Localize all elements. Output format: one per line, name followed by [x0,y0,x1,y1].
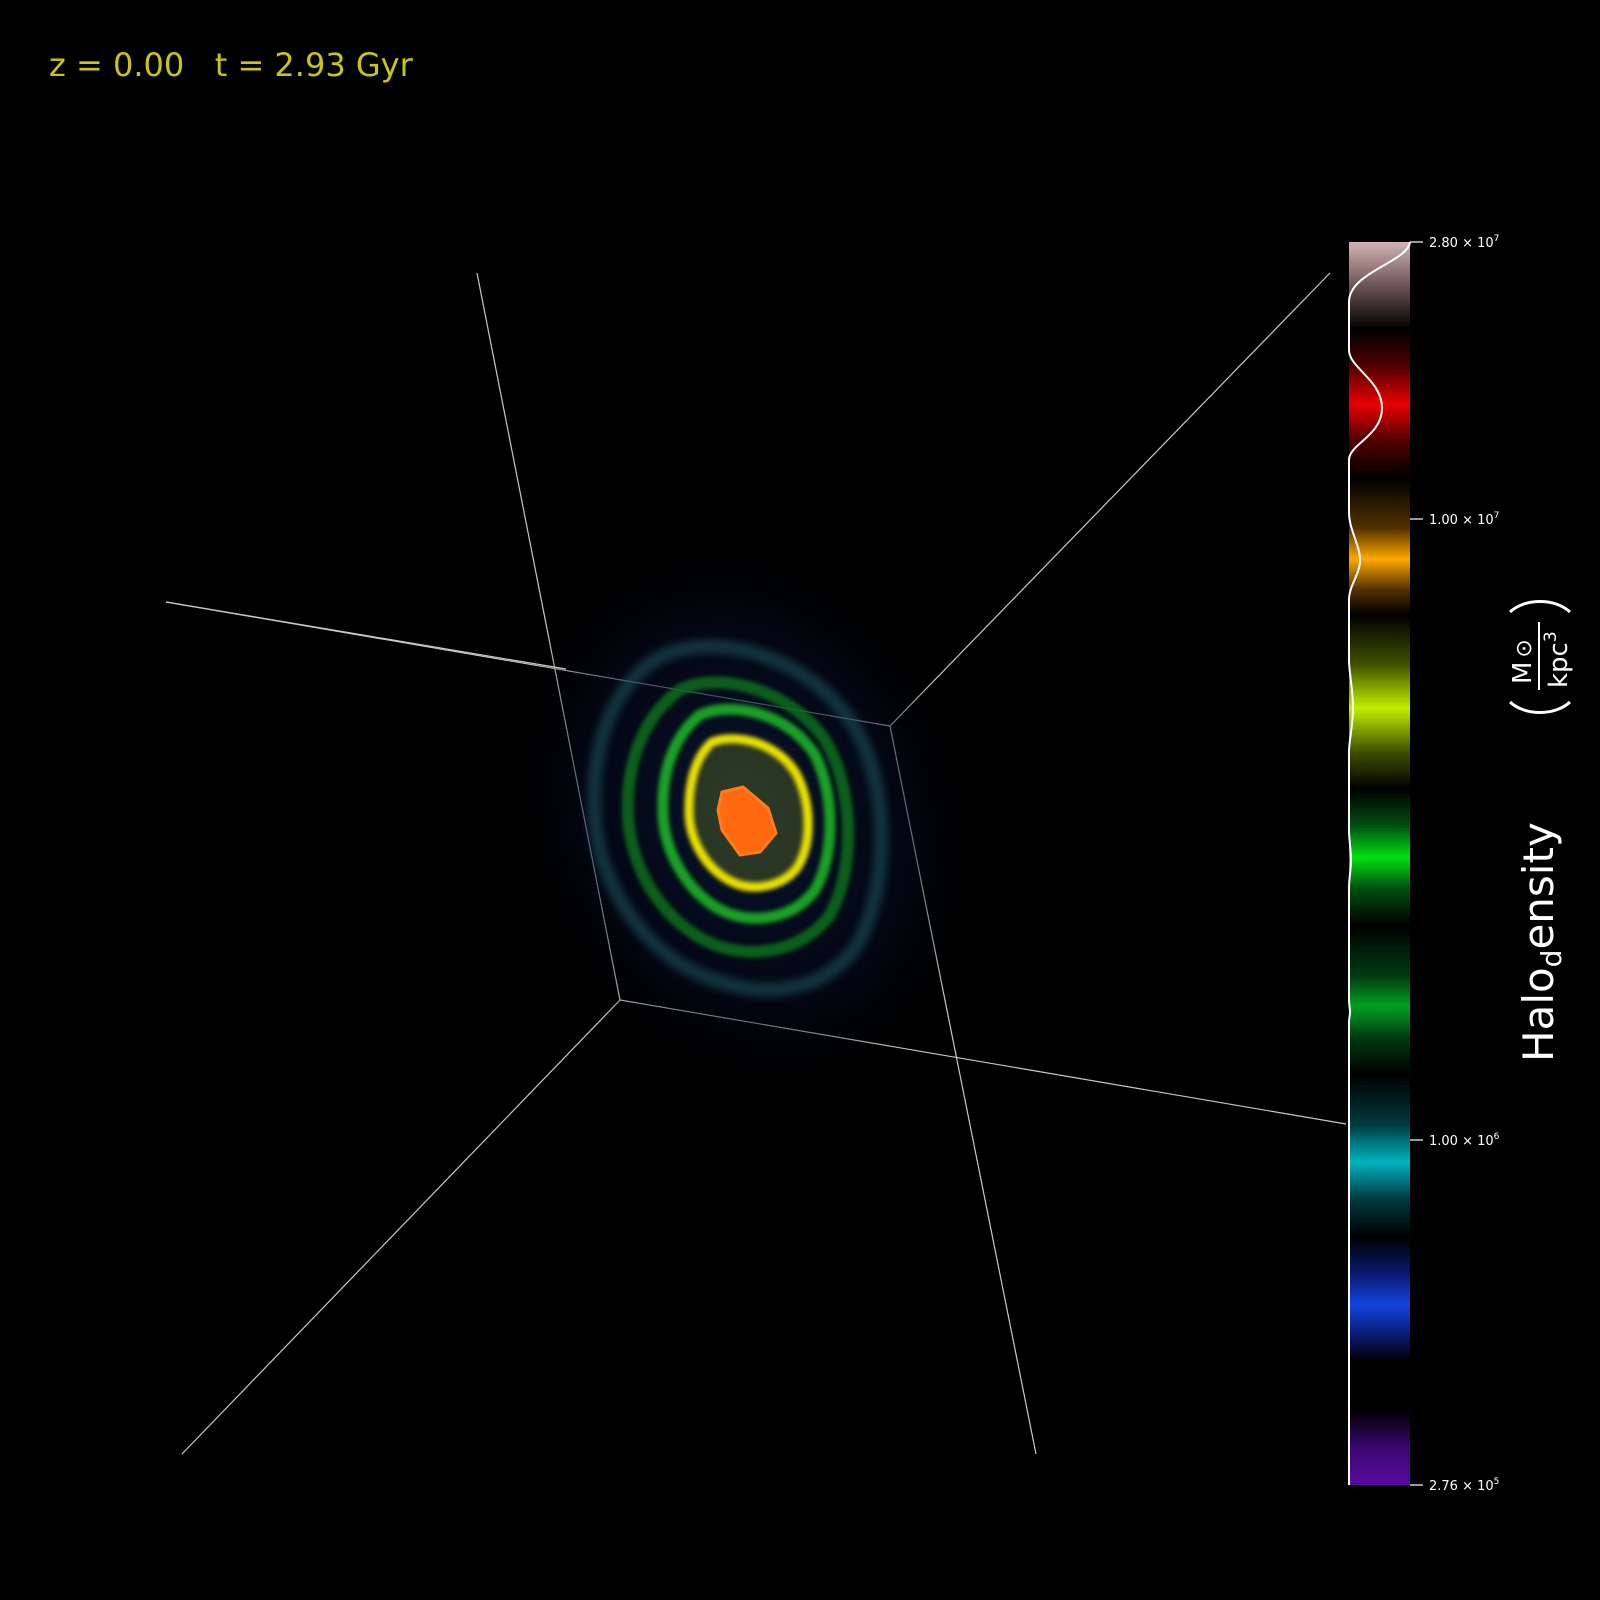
colorbar-ticks [1410,241,1423,1486]
redshift-label: z = 0.00 [49,46,185,84]
svg-text:kpc3: kpc3 [1541,631,1574,688]
colorbar-tick-label: 2.76 × 105 [1429,1477,1499,1494]
colorbar-tick-label: 1.00 × 107 [1429,511,1499,528]
colorbar-transfer-curve [1348,241,1411,1485]
svg-text:M⊙: M⊙ [1508,639,1538,684]
bounding-box-front [165,601,567,670]
colorbar-gradient [1349,242,1410,1485]
time-label: t = 2.93 Gyr [214,46,413,84]
halo-density-render [507,531,983,1099]
colorbar: 2.80 × 107 1.00 × 107 1.00 × 106 2.76 × … [1348,234,1574,1494]
colorbar-tick-label: 1.00 × 106 [1429,1132,1500,1149]
svg-text:Halodensity: Halodensity [1514,822,1568,1062]
colorbar-title: Halodensity M⊙ kpc3 [1508,600,1574,1062]
simulation-time-label: z = 0.00 t = 2.93 Gyr [49,46,413,84]
colorbar-tick-labels: 2.80 × 107 1.00 × 107 1.00 × 106 2.76 × … [1429,234,1500,1494]
colorbar-tick-label: 2.80 × 107 [1429,234,1499,251]
